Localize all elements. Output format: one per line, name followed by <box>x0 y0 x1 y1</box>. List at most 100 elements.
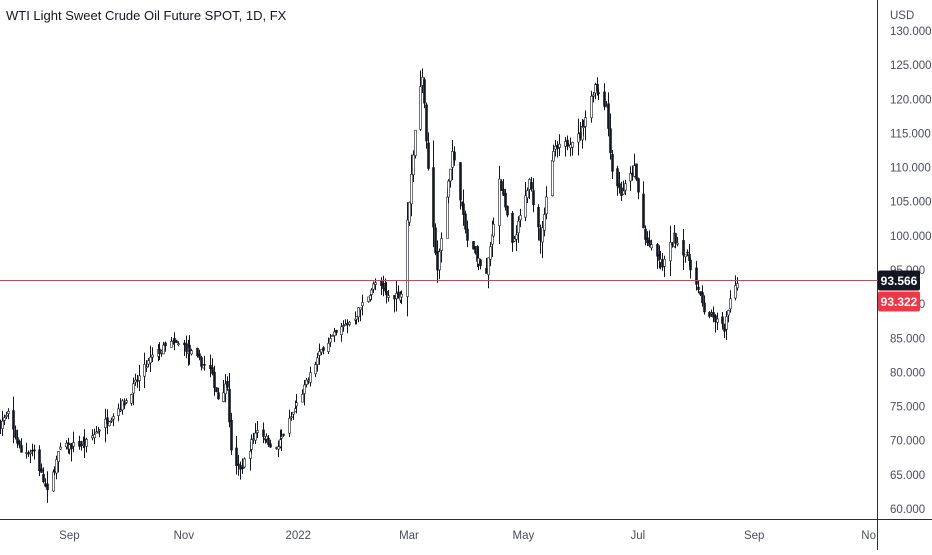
candle-body <box>340 326 343 335</box>
candle-body <box>196 347 199 357</box>
candle-body <box>130 394 133 404</box>
candle-body <box>357 307 360 318</box>
candle-body <box>637 178 640 193</box>
candle-body <box>149 356 152 364</box>
candle-body <box>3 417 6 421</box>
candle-body <box>432 167 435 228</box>
candle-body <box>385 290 388 296</box>
y-tick-label: 115.000 <box>890 128 931 140</box>
candle-body <box>466 228 469 241</box>
candle-body <box>117 408 120 416</box>
candle-body <box>121 400 124 411</box>
candle-body <box>624 183 627 191</box>
candle-body <box>295 402 298 407</box>
candle-body <box>239 465 242 470</box>
candle-body <box>254 432 257 441</box>
candle-body <box>537 206 540 228</box>
y-tick-label: 65.000 <box>890 470 925 482</box>
candle-body <box>492 223 495 237</box>
candle-body <box>400 293 403 298</box>
candle-body <box>59 446 62 450</box>
candle-body <box>250 439 253 450</box>
secondary-price-tag: 93.322 <box>881 295 918 309</box>
candle-body <box>200 357 203 367</box>
y-tick-label: 125.000 <box>890 60 932 72</box>
candle-body <box>648 240 651 246</box>
candle-body <box>674 233 677 244</box>
candle-body <box>582 126 585 129</box>
candle-body <box>18 440 21 446</box>
currency-label: USD <box>890 10 914 22</box>
candle-body <box>183 342 186 346</box>
candle-body <box>629 173 632 182</box>
candle-body <box>543 214 546 231</box>
candle-body <box>571 142 574 148</box>
candle-body <box>406 219 409 297</box>
candle-body <box>329 338 332 343</box>
candle-body <box>262 429 265 437</box>
candle-body <box>282 433 285 436</box>
candle-body <box>322 347 325 351</box>
x-tick-label: No <box>861 530 876 542</box>
last-price-tag-bg <box>878 270 920 291</box>
candle-body <box>145 366 148 368</box>
candle-body <box>712 312 715 318</box>
candle-body <box>160 350 163 354</box>
candle-body <box>374 282 377 285</box>
candle-body <box>211 367 214 374</box>
x-tick-label: Nov <box>174 530 195 542</box>
candle-body <box>644 228 647 240</box>
candle-body <box>151 354 154 358</box>
candle-body <box>136 379 139 382</box>
candle-body <box>721 316 724 324</box>
candle-body <box>78 440 81 447</box>
candle-body <box>438 251 441 271</box>
candle-body <box>226 381 229 388</box>
candle-body <box>412 154 415 176</box>
candle-body <box>342 325 345 327</box>
y-tick-label: 130.000 <box>890 26 932 38</box>
candle-body <box>134 379 137 383</box>
candle-body <box>46 483 49 491</box>
candle-body <box>80 443 83 446</box>
x-tick-label: May <box>513 530 535 542</box>
candle-body <box>526 190 529 199</box>
candle-body <box>622 190 625 195</box>
candle-body <box>185 343 188 352</box>
candle-body <box>447 180 450 198</box>
candle-body <box>590 95 593 119</box>
candle-body <box>459 162 462 201</box>
candle-body <box>305 379 308 385</box>
candle-body <box>427 142 430 169</box>
candle-body <box>65 442 68 448</box>
candle-body <box>487 257 490 276</box>
candle-body <box>502 188 505 196</box>
candle-body <box>188 344 191 353</box>
candle-body <box>5 414 8 417</box>
candle-body <box>215 387 218 393</box>
candle-body <box>408 201 411 223</box>
time-axis[interactable]: Sep Nov 2022 Mar May Jul Sep No <box>59 530 876 542</box>
candle-body <box>33 449 36 452</box>
candle-body <box>190 350 193 355</box>
candle-body <box>370 289 373 295</box>
candle-body <box>106 417 109 425</box>
candle-body <box>515 234 518 240</box>
candle-body <box>387 295 390 298</box>
candle-body <box>110 419 113 422</box>
candle-body <box>243 458 246 468</box>
candle-body <box>618 183 621 189</box>
candle-body <box>489 246 492 260</box>
candle-body <box>635 163 638 180</box>
candle-body <box>703 302 706 313</box>
candle-body <box>265 435 268 440</box>
candle-body <box>303 384 306 394</box>
candle-body <box>603 91 606 107</box>
candle-body <box>414 129 417 156</box>
candle-body <box>235 447 238 466</box>
candle-body <box>423 79 426 104</box>
candle-body <box>472 241 475 250</box>
